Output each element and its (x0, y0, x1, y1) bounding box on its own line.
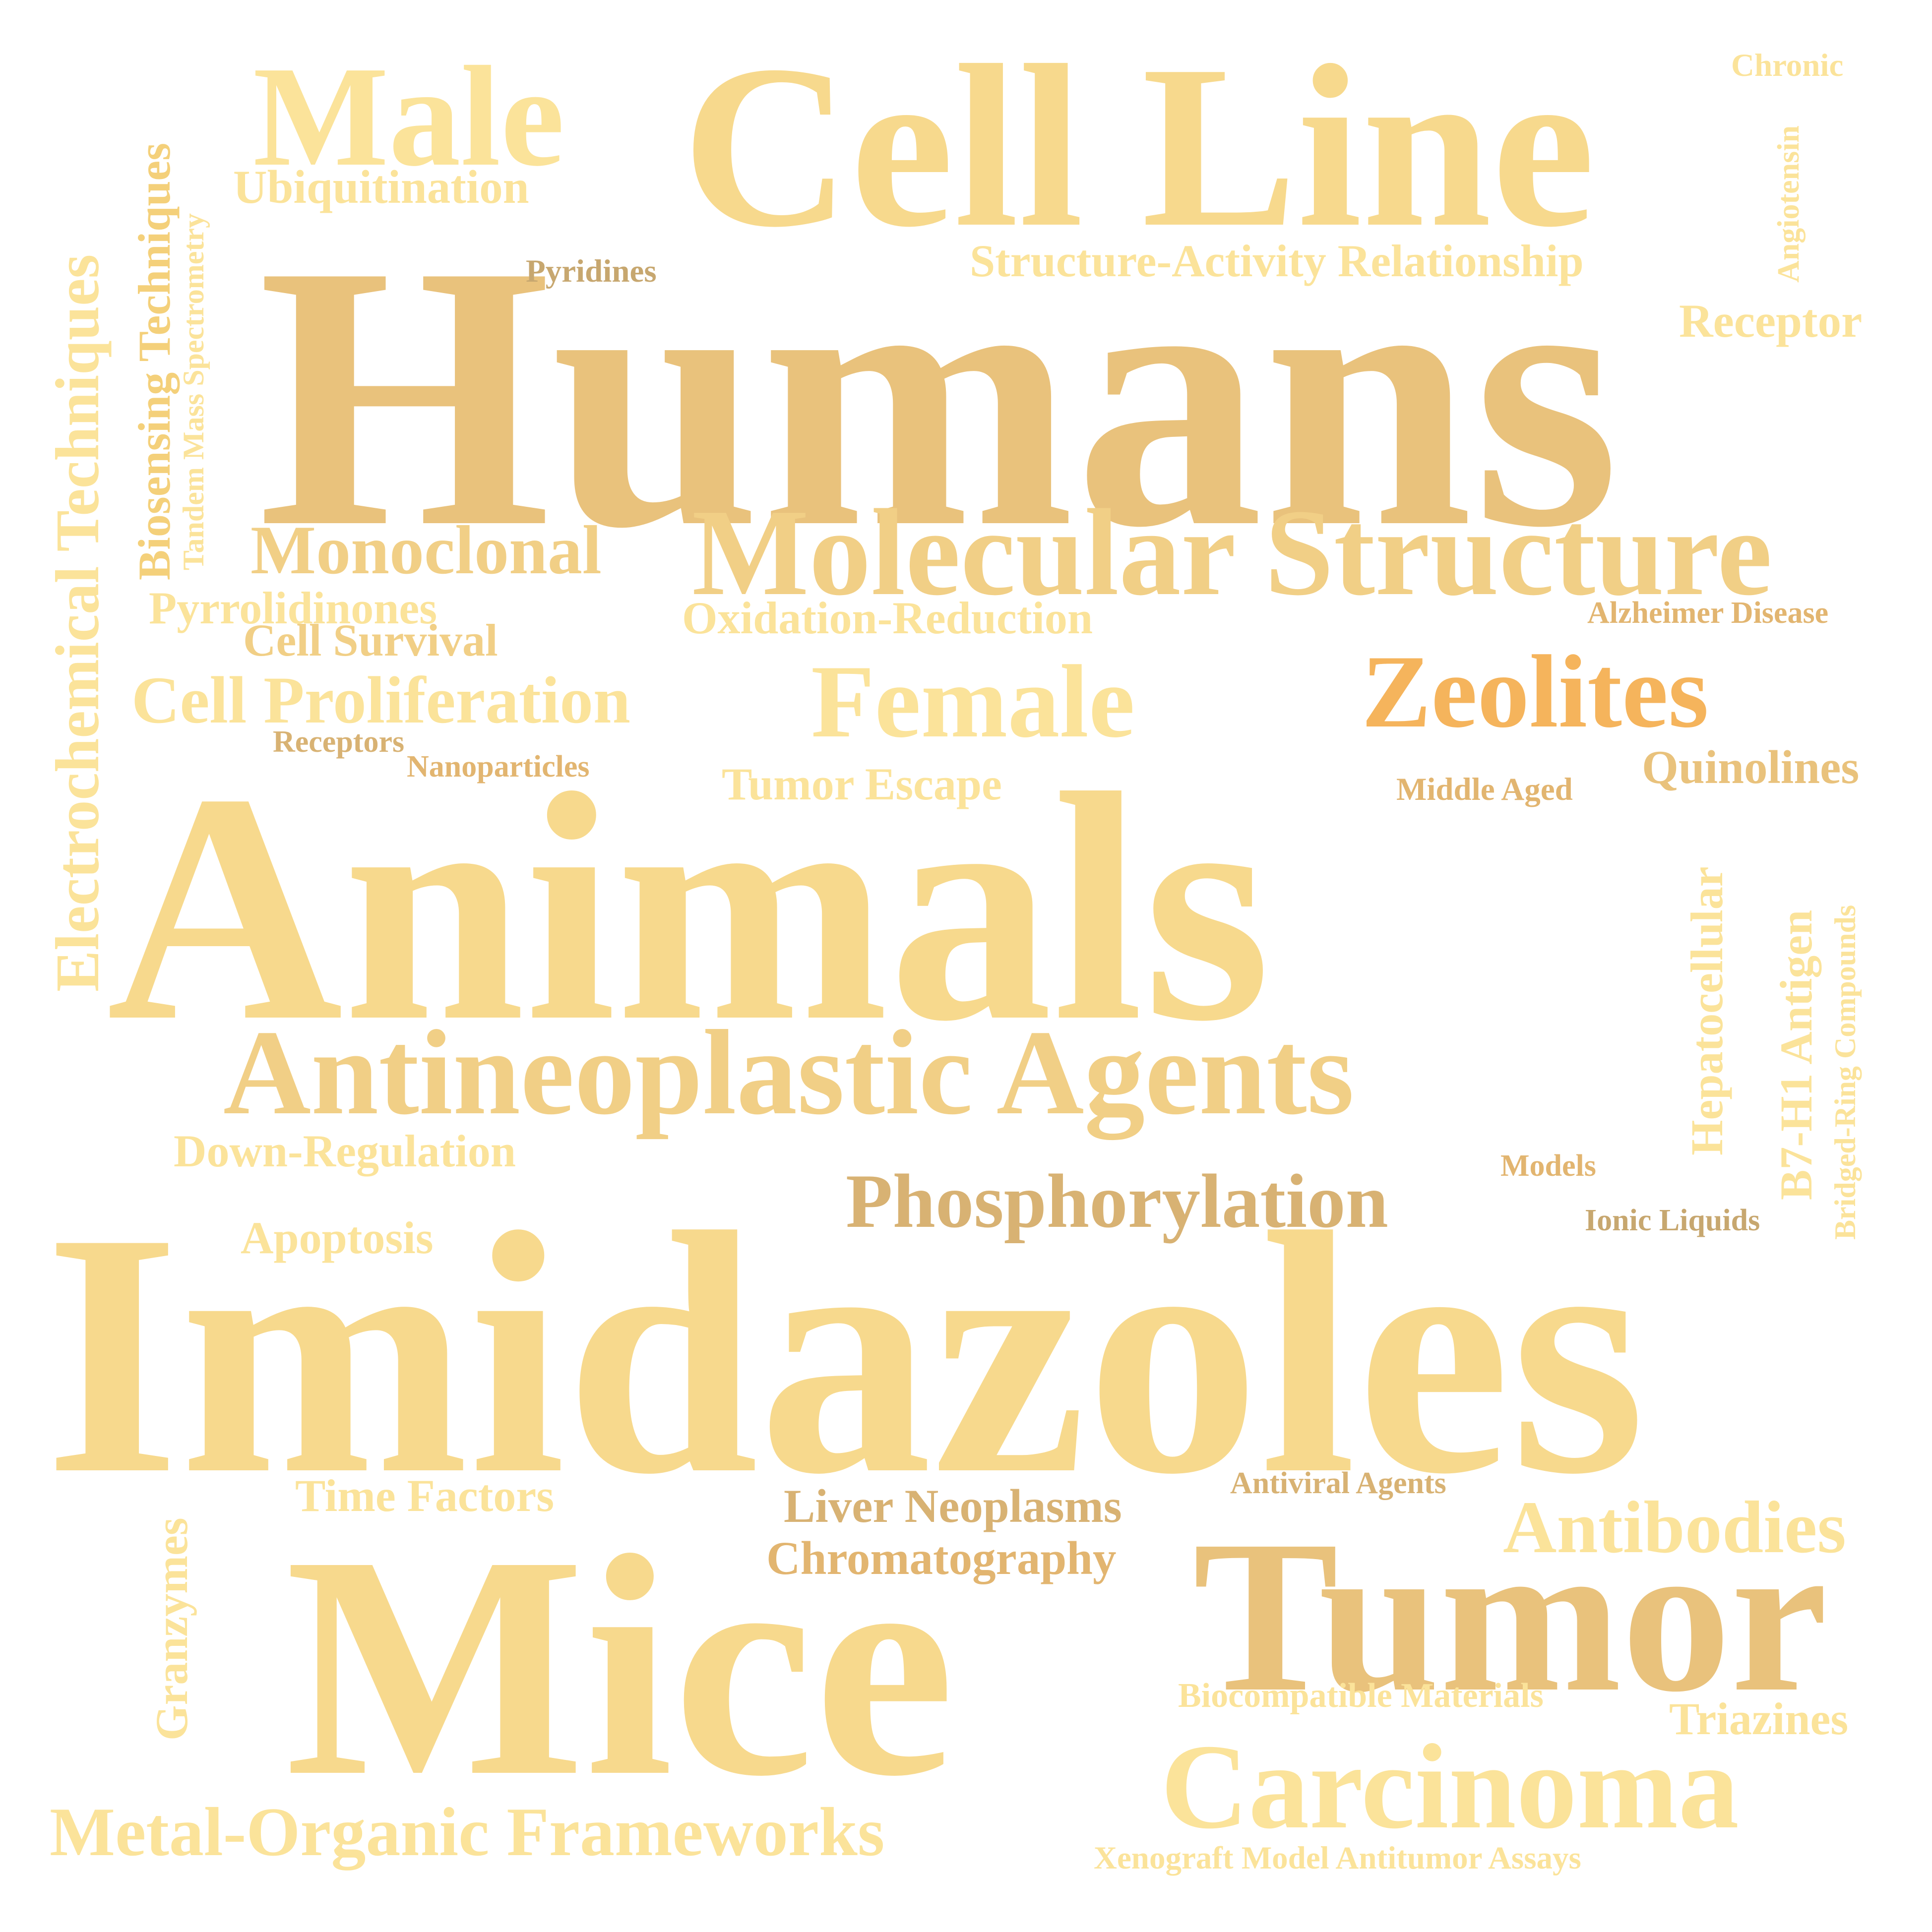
word-zeolites: Zeolites (1362, 634, 1709, 749)
word-antibodies: Antibodies (1503, 1486, 1846, 1569)
word-time-factors: Time Factors (295, 1470, 555, 1521)
word-angiotensin: Angiotensin (1772, 125, 1806, 283)
word-xenograft: Xenograft Model Antitumor Assays (1094, 1840, 1581, 1876)
word-oxidation-reduction: Oxidation-Reduction (682, 593, 1093, 643)
word-cell-survival: Cell Survival (243, 615, 498, 665)
word-antineoplastic-agents: Antineoplastic Agents (223, 1005, 1355, 1140)
word-monoclonal: Monoclonal (250, 512, 602, 589)
word-pyridines: Pyridines (526, 253, 657, 289)
word-cell-proliferation: Cell Proliferation (131, 664, 630, 737)
word-nanoparticles: Nanoparticles (407, 750, 590, 784)
word-apoptosis: Apoptosis (241, 1212, 434, 1263)
word-imidazoles: Imidazoles (45, 1161, 1646, 1546)
word-metal-organic-frameworks: Metal-Organic Frameworks (50, 1794, 885, 1871)
word-antiviral-agents: Antiviral Agents (1230, 1466, 1446, 1500)
word-phosphorylation: Phosphorylation (846, 1158, 1388, 1244)
word-receptors: Receptors (273, 725, 405, 759)
word-tumor: Tumor (1193, 1496, 1828, 1737)
word-hepatocellular: Hepatocellular (1682, 866, 1732, 1155)
word-ionic-liquids: Ionic Liquids (1585, 1204, 1760, 1237)
word-ubiquitination: Ubiquitination (233, 161, 529, 213)
word-receptor: Receptor (1679, 295, 1863, 347)
word-alzheimer: Alzheimer Disease (1587, 596, 1829, 630)
word-biosensing-techniques: Biosensing Techniques (129, 142, 180, 580)
word-structure-activity: Structure-Activity Relationship (970, 236, 1584, 286)
word-tumor-escape: Tumor Escape (722, 759, 1002, 809)
word-humans: Humans (258, 188, 1620, 605)
word-pyrrolidinones: Pyrrolidinones (149, 583, 437, 633)
word-animals: Animals (107, 726, 1271, 1088)
word-liver-neoplasms: Liver Neoplasms (784, 1480, 1122, 1532)
word-middle-aged: Middle Aged (1396, 772, 1573, 807)
word-quinolines: Quinolines (1642, 741, 1860, 793)
word-models: Models (1500, 1149, 1596, 1183)
word-chromatography: Chromatography (766, 1532, 1117, 1584)
word-carcinoma: Carcinoma (1161, 1719, 1739, 1854)
word-molecular-structure: Molecular Structure (692, 484, 1772, 621)
word-biocompatible-materials: Biocompatible Materials (1178, 1677, 1544, 1715)
word-granzymes: Granzymes (146, 1517, 197, 1741)
word-tandem-mass-spectrometry: Tandem Mass Spectrometry (177, 213, 210, 570)
word-down-regulation: Down-Regulation (174, 1126, 516, 1176)
word-male: Male (253, 37, 565, 196)
word-female: Female (811, 644, 1135, 759)
word-triazines: Triazines (1669, 1693, 1849, 1744)
word-mice: Mice (285, 1491, 955, 1842)
word-cell-line: Cell Line (682, 17, 1595, 275)
word-bridged-ring-compounds: Bridged-Ring Compounds (1829, 905, 1862, 1240)
word-b7h1-antigen: B7-H1 Antigen (1771, 909, 1821, 1200)
word-chronic: Chronic (1731, 48, 1844, 83)
word-electrochemical-techniques: Electrochemical Techniques (44, 254, 112, 992)
